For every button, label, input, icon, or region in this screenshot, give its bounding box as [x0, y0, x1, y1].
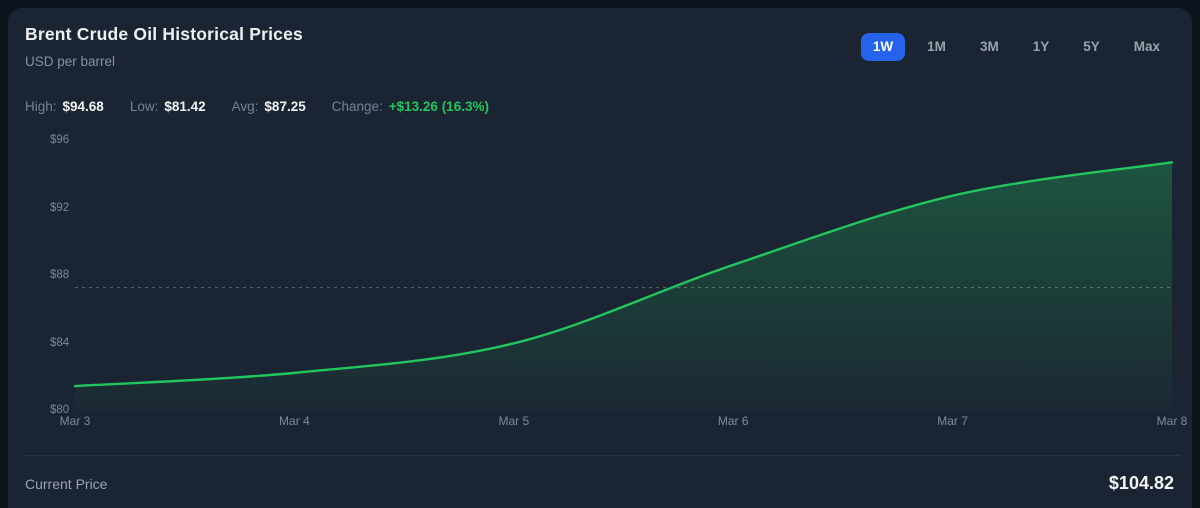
stats-row: High: $94.68 Low: $81.42 Avg: $87.25 Change: +$…	[25, 99, 489, 114]
stat-value: $94.68	[62, 99, 104, 114]
stat-value: $81.42	[164, 99, 206, 114]
price-line	[73, 161, 1174, 388]
stat-label: Low:	[129, 99, 159, 114]
stat-item: High: $94.68	[25, 99, 104, 114]
y-axis-tick: $92	[50, 201, 70, 214]
price-chart	[73, 161, 1174, 410]
page-subtitle: USD per barrel	[25, 54, 116, 69]
y-axis-tick: $96	[50, 134, 70, 146]
current-price-value: $104.82	[1108, 473, 1174, 493]
x-axis-tick: Mar 6	[717, 414, 749, 428]
stat-value: $87.25	[264, 99, 306, 114]
stat-label: High:	[25, 99, 57, 114]
price-card: Brent Crude Oil Historical Prices USD pe…	[8, 8, 1192, 508]
range-selector: 1W 1M 3M 1Y 5Y Max	[860, 33, 1172, 61]
current-price-label: Current Price	[25, 476, 108, 492]
stat-label: Change:	[331, 99, 383, 114]
y-axis-tick: $88	[50, 269, 70, 281]
x-axis-tick: Mar 3	[59, 414, 91, 428]
stat-value: +$13.26 (16.3%)	[388, 99, 489, 114]
stat-item: Low: $81.42	[130, 99, 206, 114]
range-button-1m[interactable]: 1M	[915, 33, 958, 61]
footer-divider	[25, 455, 1180, 456]
range-button-1y[interactable]: 1Y	[1021, 33, 1062, 61]
range-button-3m[interactable]: 3M	[968, 33, 1011, 61]
page-title: Brent Crude Oil Historical Prices	[25, 24, 303, 44]
y-axis-tick: $80	[50, 404, 70, 416]
y-axis-tick: $84	[50, 336, 70, 349]
range-button-max[interactable]: Max	[1122, 33, 1172, 61]
x-axis-tick: Mar 8	[1156, 414, 1188, 428]
x-axis-tick: Mar 7	[937, 414, 968, 428]
x-axis-tick: Mar 4	[279, 414, 310, 428]
stat-item: Avg: $87.25	[232, 99, 306, 114]
stat-label: Avg:	[231, 99, 259, 114]
range-button-5y[interactable]: 5Y	[1071, 33, 1112, 61]
x-axis-tick: Mar 5	[498, 414, 530, 428]
range-button-1w[interactable]: 1W	[860, 33, 906, 61]
stat-item: Change: +$13.26 (16.3%)	[332, 99, 489, 114]
price-area-fill	[75, 162, 1172, 410]
